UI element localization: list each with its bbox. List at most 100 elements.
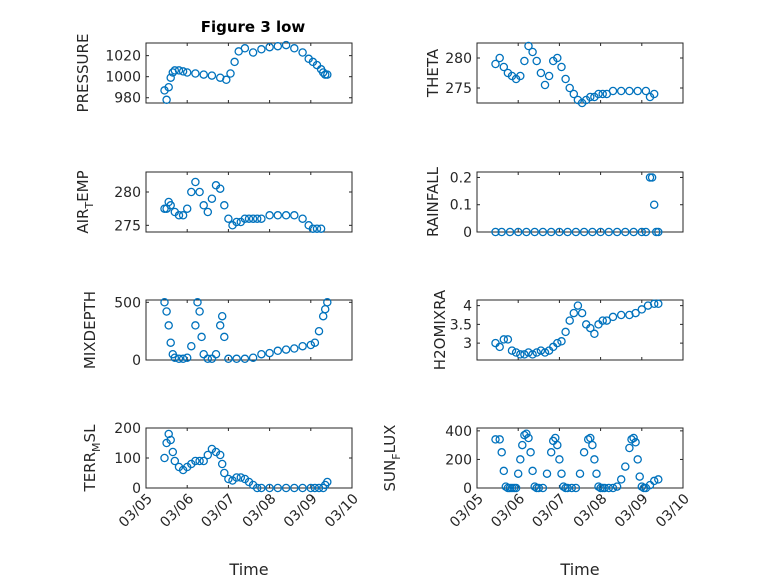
sun-flux-data-point <box>534 483 544 493</box>
h2omixra-data-point <box>616 310 626 320</box>
mixdepth-data-point <box>187 341 196 351</box>
mixdepth-ytick-label: 500 <box>114 295 141 311</box>
sun-flux-ytick-label: 0 <box>463 481 472 497</box>
air-temp-axes-frame <box>145 171 353 233</box>
h2omixra-data-point <box>649 299 659 309</box>
h2omixra-data-point <box>553 338 562 348</box>
rainfall-data-point <box>604 227 614 237</box>
sun-flux-data-point <box>530 482 539 491</box>
theta-data-point <box>528 47 537 57</box>
mixdepth-ytick-label: 0 <box>132 353 141 369</box>
subplot-rainfall: 0 0.1 0.2 RAINFALL <box>424 166 684 241</box>
mixdepth-data-point <box>265 348 274 358</box>
pressure-data-point <box>273 41 283 51</box>
mixdepth-data-point <box>174 354 184 364</box>
pressure-data-point <box>166 73 175 82</box>
terr-msl-data-point <box>191 456 200 466</box>
sun-flux-ytick-label: 200 <box>445 452 472 468</box>
h2omixra-ylabel: H2OMIXRA <box>431 289 449 370</box>
rainfall-data-point <box>497 227 506 237</box>
subplot-air-temp: 275 280 AIRTEMP <box>74 170 353 234</box>
h2omixra-data-point <box>586 323 595 333</box>
sun-flux-data-point <box>649 476 659 486</box>
rainfall-data-point <box>641 227 651 237</box>
theta-data-point <box>641 86 651 96</box>
rainfall-data-point <box>637 227 647 237</box>
terr-msl-data-point <box>220 468 229 478</box>
mixdepth-data-point <box>162 307 171 316</box>
terr-msl-data-point <box>290 483 299 493</box>
rainfall-series <box>491 173 663 237</box>
rainfall-data-point <box>588 227 597 237</box>
sun-flux-data-point <box>594 482 603 491</box>
h2omixra-data-point <box>569 308 579 318</box>
air-temp-data-point <box>308 224 318 233</box>
theta-data-point <box>532 56 541 66</box>
mixdepth-data-point <box>232 354 241 364</box>
mixdepth-data-point <box>281 345 291 354</box>
air-temp-data-point <box>248 214 258 223</box>
theta-data-point <box>524 41 533 51</box>
h2omixra-data-point <box>590 329 599 339</box>
terr-msl-xtick-label: 03/10 <box>322 491 362 531</box>
rainfall-data-point <box>571 227 581 237</box>
sun-flux-data-point <box>629 433 638 443</box>
sun-flux-data-point <box>557 469 566 478</box>
sun-flux-data-point <box>571 483 581 493</box>
sun-flux-data-point <box>499 466 509 476</box>
pressure-data-point <box>199 70 208 79</box>
terr-msl-data-point <box>170 456 180 466</box>
pressure-data-point <box>323 70 332 79</box>
pressure-data-point <box>248 48 258 57</box>
h2omixra-data-point <box>503 335 513 344</box>
air-temp-data-point <box>174 211 184 220</box>
air-temp-data-point <box>240 214 250 223</box>
h2omixra-data-point <box>598 316 607 325</box>
h2omixra-data-point <box>602 316 612 325</box>
terr-msl-data-point <box>236 473 246 482</box>
sun-flux-data-point <box>604 483 614 493</box>
sun-flux-data-point <box>542 469 552 478</box>
sun-flux-ylabel: SUNFLUX <box>381 425 403 492</box>
terr-msl-xtick-label: 03/09 <box>281 491 321 531</box>
air-temp-ylabel: AIRTEMP <box>74 170 96 233</box>
terr-msl-data-point <box>298 483 307 493</box>
theta-data-point <box>516 71 525 81</box>
air-temp-data-point <box>316 224 326 233</box>
theta-ylabel: THETA <box>424 48 442 98</box>
rainfall-data-point <box>649 200 659 209</box>
rainfall-data-point <box>505 227 515 237</box>
theta-data-point <box>495 53 504 63</box>
rainfall-data-point <box>579 227 589 237</box>
pressure-ytick-label: 1020 <box>105 49 141 65</box>
theta-data-point <box>586 92 595 102</box>
theta-data-point <box>536 68 546 78</box>
rainfall-data-point <box>555 227 564 237</box>
pressure-data-point <box>281 40 291 50</box>
sun-flux-data-point <box>501 482 511 491</box>
rainfall-data-point <box>563 227 572 237</box>
theta-data-point <box>565 83 574 93</box>
h2omixra-data-point <box>631 308 640 318</box>
theta-data-point <box>520 56 529 66</box>
sun-flux-data-point <box>555 455 564 464</box>
theta-data-point <box>561 74 570 84</box>
sun-flux-data-point <box>583 435 593 444</box>
h2omixra-data-point <box>532 348 541 357</box>
air-temp-data-point <box>265 211 274 220</box>
mixdepth-series <box>160 298 332 364</box>
mixdepth-data-point <box>248 353 258 362</box>
air-temp-data-point <box>191 177 200 187</box>
air-temp-ytick-label: 275 <box>114 218 141 234</box>
h2omixra-data-point <box>511 348 521 357</box>
theta-data-point <box>625 86 634 96</box>
rainfall-ytick-label: 0 <box>463 225 472 241</box>
sun-flux-data-point <box>600 483 609 493</box>
rainfall-ytick-label: 0.1 <box>450 198 472 214</box>
terr-msl-xtick-label: 03/07 <box>198 491 238 531</box>
sun-flux-data-point <box>528 466 537 476</box>
terr-msl-data-point <box>199 456 208 466</box>
air-temp-data-point <box>220 201 229 210</box>
h2omixra-data-point <box>654 299 663 309</box>
